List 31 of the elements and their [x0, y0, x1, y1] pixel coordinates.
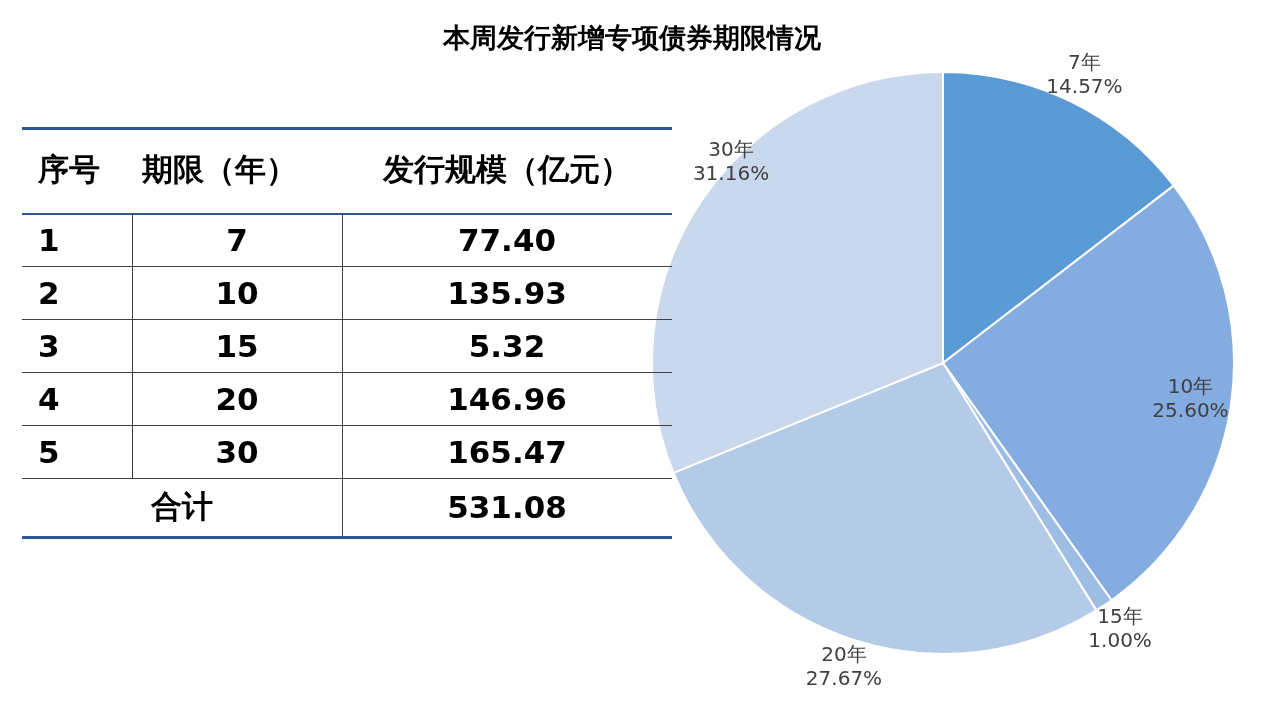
slice-label: 15年 — [1097, 603, 1143, 628]
text: 5.32 — [467, 326, 547, 366]
data-label: 25.60% — [1152, 398, 1229, 423]
text: 77.40 — [456, 220, 558, 260]
data-label: 27.67% — [805, 665, 883, 690]
text: 序号 — [38, 151, 100, 187]
data-label: 14.57% — [1046, 74, 1123, 99]
text: 135.93 — [446, 273, 568, 313]
text: 合计 — [150, 487, 214, 526]
text: 4 — [38, 379, 61, 419]
text: 10 — [214, 273, 260, 313]
slice-label: 7年 — [1068, 50, 1101, 75]
text: 20 — [214, 379, 260, 419]
text: 5 — [38, 432, 61, 472]
slice-label: 10年 — [1167, 374, 1214, 399]
text: 期限（年） — [142, 150, 298, 189]
slice-label: 30年 — [708, 137, 754, 162]
text: 531.08 — [446, 488, 568, 527]
text: 3 — [38, 326, 61, 366]
text: 146.96 — [446, 379, 568, 419]
text: 15 — [214, 326, 260, 366]
data-label: 31.16% — [692, 161, 770, 186]
slice-label: 20年 — [821, 641, 867, 666]
text: 165.47 — [446, 432, 568, 472]
text: 30 — [214, 432, 260, 472]
data-label: 1.00% — [1088, 627, 1152, 652]
text: 7 — [225, 220, 249, 260]
text: 发行规模（亿元） — [381, 150, 632, 189]
text: 2 — [38, 273, 61, 313]
chart-title: 本周发行新增专项债券期限情况 — [443, 22, 821, 53]
text: 1 — [38, 220, 61, 260]
